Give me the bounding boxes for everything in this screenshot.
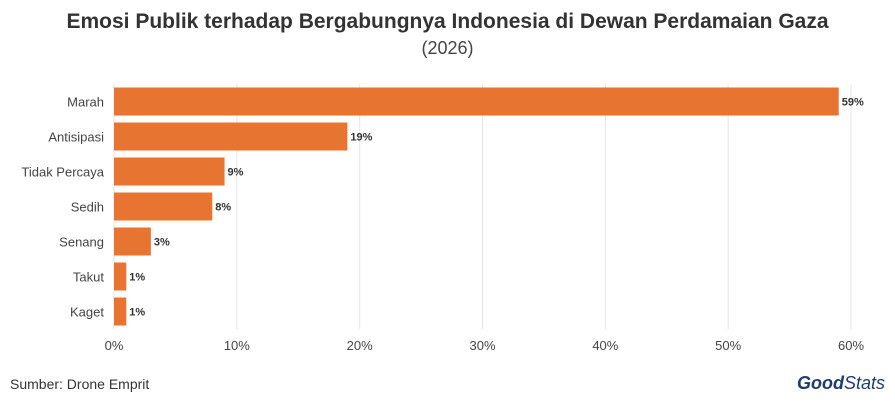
category-label: Tidak Percaya [21,165,104,180]
value-label: 19% [350,132,372,144]
bar [114,297,127,326]
bar [114,262,127,291]
x-tick-label: 0% [105,338,124,353]
value-label: 3% [154,237,170,249]
bar [114,87,839,116]
category-label: Sedih [71,200,104,215]
bar [114,122,348,151]
category-label: Takut [73,270,104,285]
value-label: 59% [842,97,864,109]
goodstats-logo: GoodStats [797,373,885,394]
category-label: Senang [59,235,104,250]
value-label: 1% [129,272,145,284]
value-label: 1% [129,307,145,319]
logo-text-good: Good [796,373,844,393]
x-tick-label: 60% [838,338,864,353]
category-label: Marah [67,95,104,110]
value-label: 9% [228,167,244,179]
chart-subtitle: (2026) [421,38,474,58]
x-tick-label: 20% [347,338,373,353]
value-label: 8% [215,202,231,214]
x-tick-label: 30% [469,338,495,353]
category-label: Antisipasi [48,130,104,145]
category-label: Kaget [70,305,104,320]
source-note: Sumber: Drone Emprit [10,376,150,392]
bar [114,157,225,186]
x-tick-label: 10% [224,338,250,353]
bar [114,227,151,256]
logo-text-stats: Stats [843,373,885,393]
x-tick-label: 50% [715,338,741,353]
chart-title: Emosi Publik terhadap Bergabungnya Indon… [66,10,829,33]
bar [114,192,213,221]
x-tick-label: 40% [592,338,618,353]
